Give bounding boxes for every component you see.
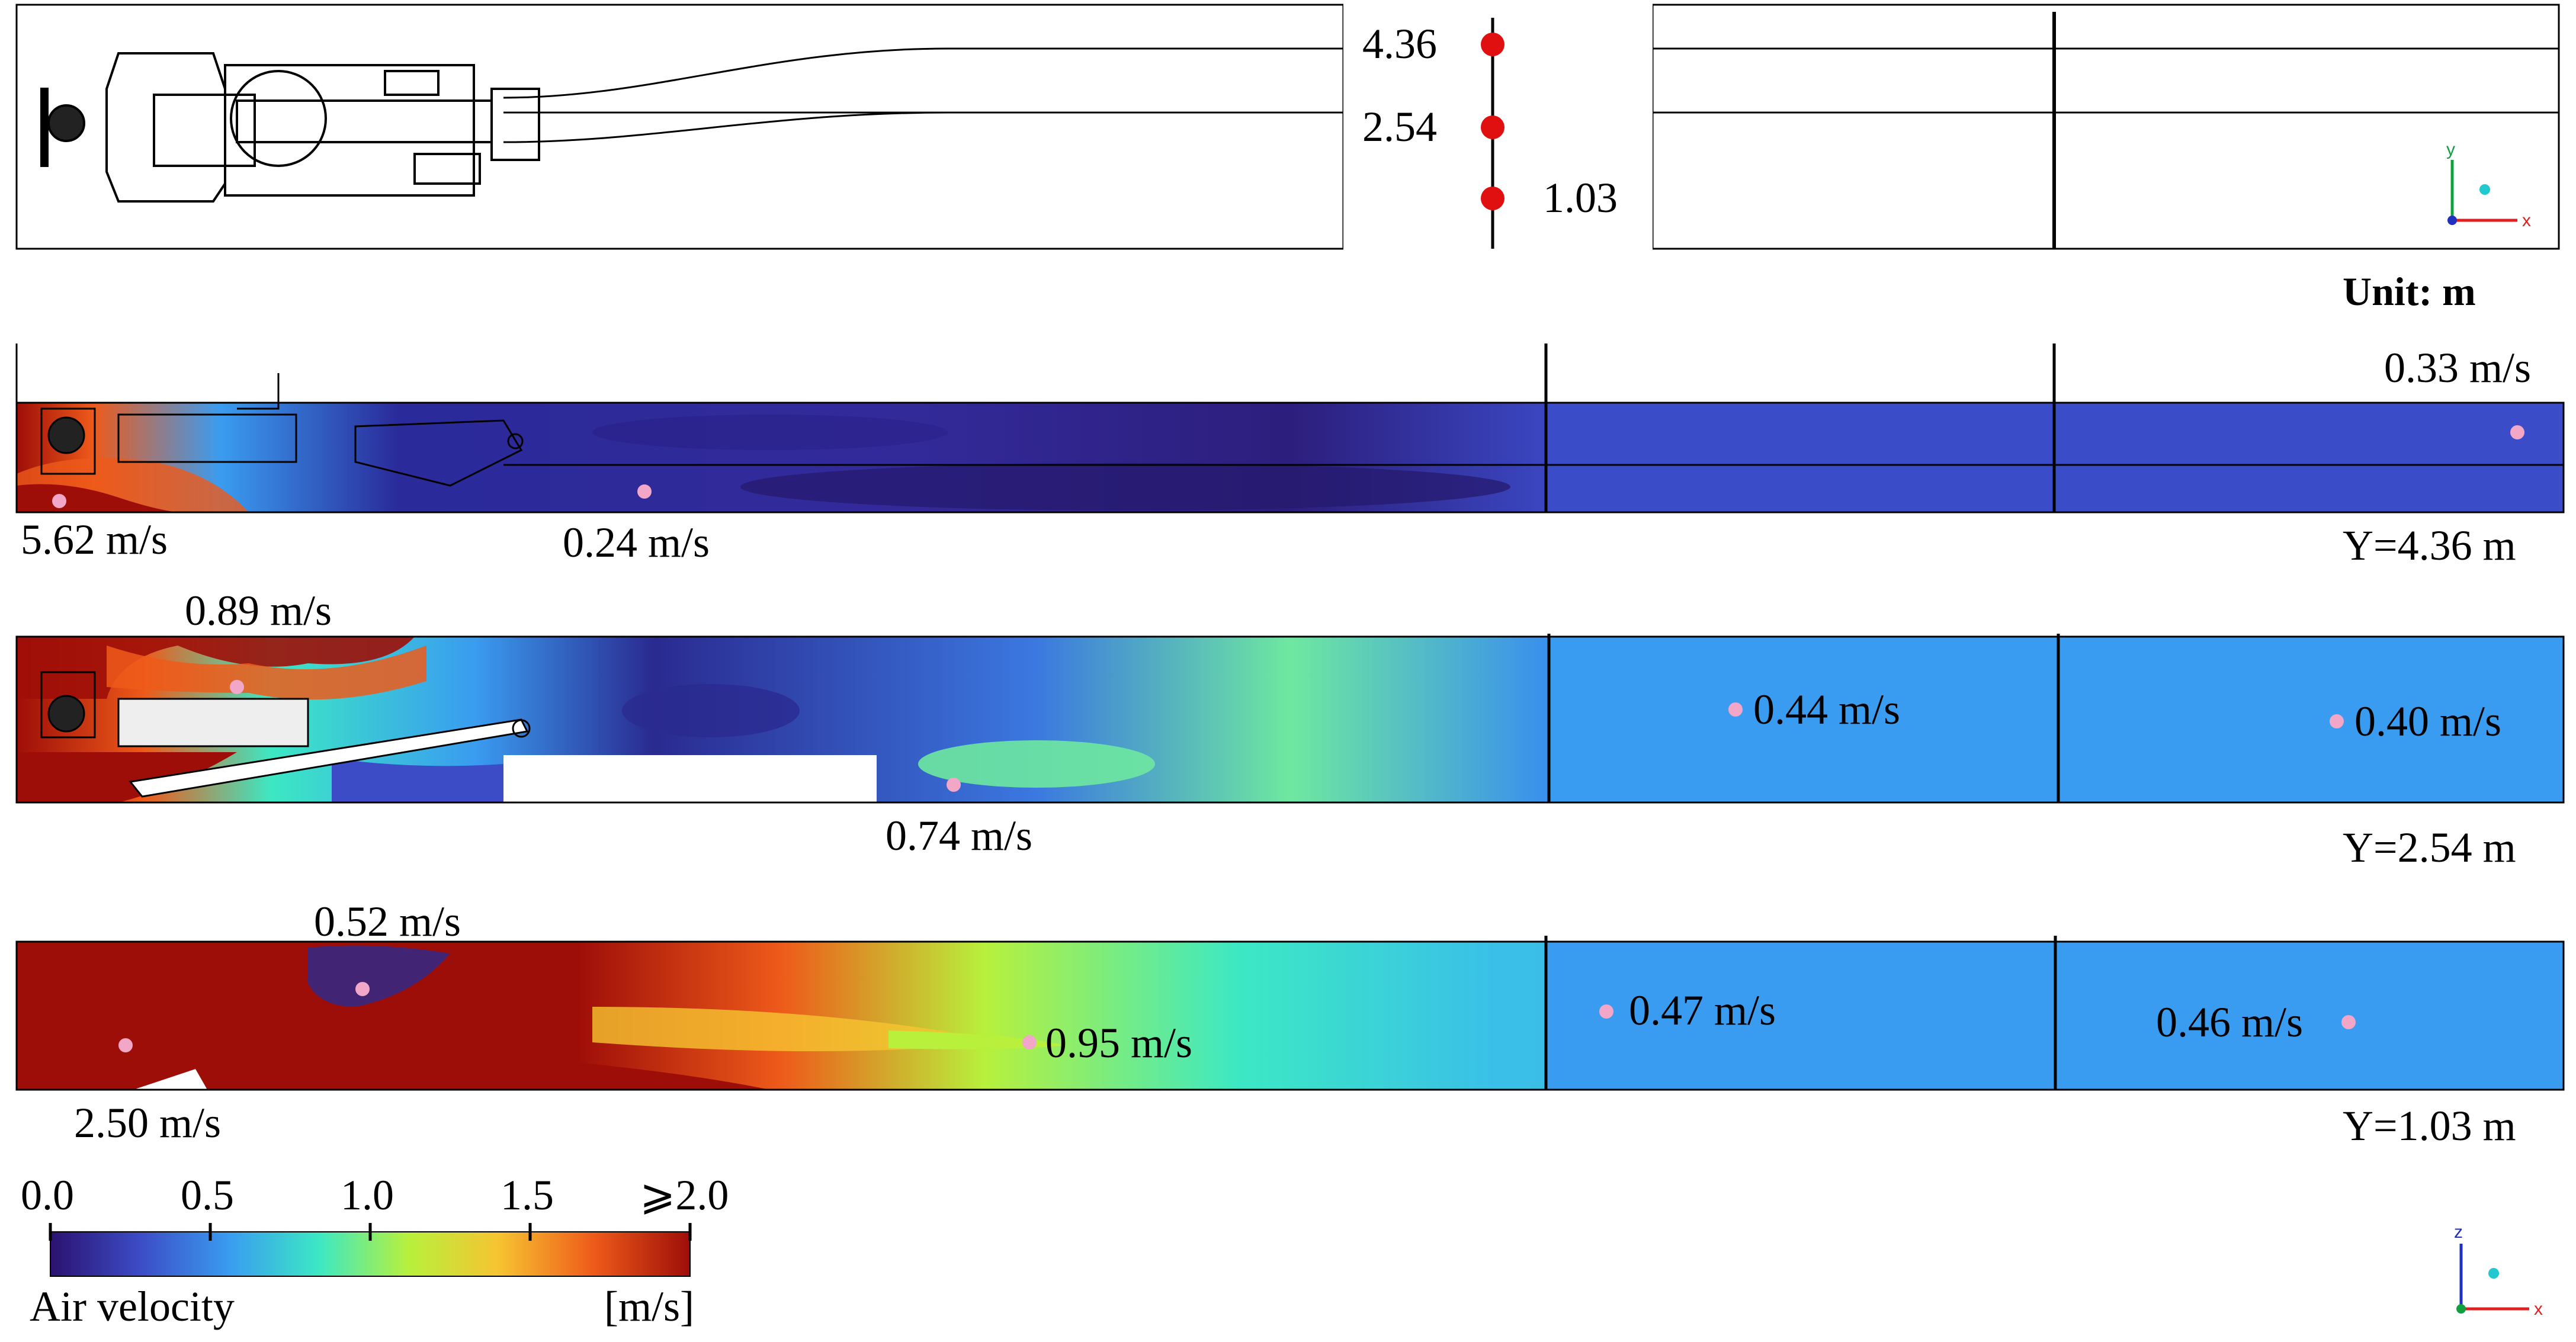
colorbar-tick-label: ⩾2.0 [640,1171,729,1219]
velocity-label: 0.40 m/s [2354,698,2501,745]
probe-point [118,1038,133,1052]
machine-outline [40,373,524,487]
height-label-3: 1.03 [1543,174,1618,221]
tunnel-lines [15,936,2565,1091]
plane-label: Y=1.03 m [2343,1102,2516,1150]
contour-panel-y103: 2.50 m/s 0.52 m/s 0.95 m/s 0.47 m/s 0.46… [15,898,2565,1150]
probe-point [52,494,66,508]
probe-point [1728,702,1743,717]
probe-point [2510,425,2524,439]
colorbar-tick-label: 0.5 [181,1171,234,1219]
roadheader-plan-icon [40,52,540,203]
colorbar-tick-label: 1.0 [341,1171,394,1219]
probe-point [230,680,244,694]
probe-point [637,484,652,499]
probe-point [355,982,370,996]
contour-panel-y254: 0.89 m/s 0.74 m/s 0.44 m/s 0.40 m/s Y=2.… [15,587,2565,871]
velocity-label: 0.52 m/s [314,898,461,945]
colorbar-tick-label: 1.5 [501,1171,554,1219]
velocity-label: 5.62 m/s [21,516,168,563]
probe-point [1599,1004,1613,1019]
axis-x-label: x [2534,1299,2543,1319]
height-marker-2 [1481,115,1504,139]
velocity-label: 0.44 m/s [1753,686,1900,733]
velocity-label: 0.47 m/s [1629,987,1776,1034]
unit-label: Unit: m [2343,269,2476,314]
plan-view: 4.36 2.54 1.03 y x [15,0,2560,255]
plane-label: Y=2.54 m [2343,824,2516,871]
height-marker-3 [1481,187,1504,210]
axis-x-label: x [2522,211,2531,230]
probe-point [947,778,961,792]
height-label-2: 2.54 [1362,103,1437,150]
colorbar-title: Air velocity [30,1283,235,1330]
plane-label: Y=4.36 m [2343,522,2516,569]
probe-point [2330,714,2344,728]
probe-point [2341,1015,2356,1029]
tunnel-lines [15,343,2565,513]
axis-triad-top: y x [2446,140,2531,230]
colorbar-unit: [m/s] [604,1283,694,1330]
contour-panel-y436: 5.62 m/s 0.24 m/s 0.33 m/s Y=4.36 m [15,343,2565,569]
plan-roadway-outline [15,4,2560,250]
probe-point [1022,1035,1037,1049]
colorbar-tick-label: 0.0 [21,1171,74,1219]
axis-triad-bottom: z x [2454,1222,2543,1319]
velocity-label: 0.46 m/s [2156,999,2303,1046]
colorbar-ticks [49,1223,692,1241]
velocity-label: 2.50 m/s [74,1099,221,1147]
velocity-label: 0.95 m/s [1045,1019,1192,1067]
tunnel-lines [15,634,2565,804]
height-marker-1 [1481,33,1504,56]
velocity-label: 0.89 m/s [185,587,332,634]
duct-lines [503,47,2559,143]
axis-y-label: y [2446,140,2455,159]
machine-outline [40,671,531,798]
colorbar: 0.0 0.5 1.0 1.5 ⩾2.0 Air velocity [m/s] [21,1171,729,1330]
velocity-label: 0.24 m/s [563,519,710,566]
height-scale: 4.36 2.54 1.03 [1362,18,1618,249]
velocity-label: 0.74 m/s [886,812,1032,859]
axis-z-label: z [2454,1222,2463,1242]
velocity-label: 0.33 m/s [2384,344,2531,391]
height-label-1: 4.36 [1362,20,1437,68]
